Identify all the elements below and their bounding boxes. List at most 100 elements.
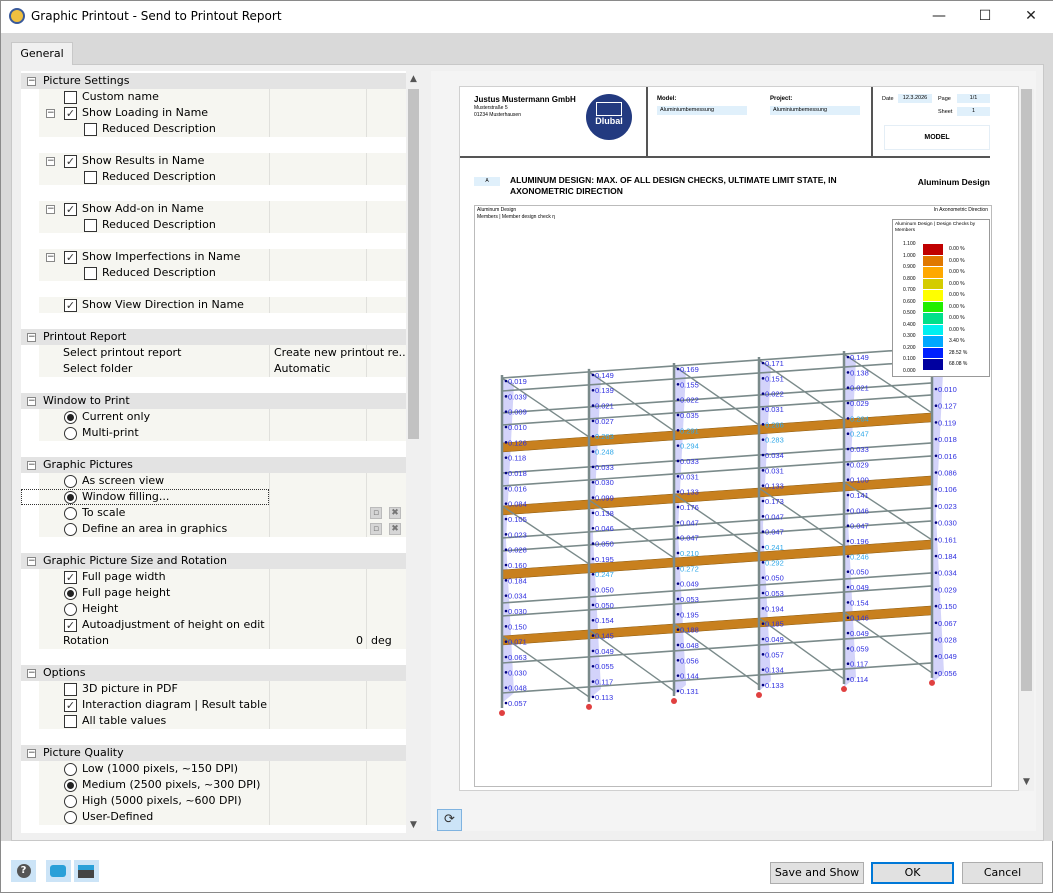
preview-scroll-thumb[interactable]: [1021, 89, 1032, 691]
radio[interactable]: [64, 795, 77, 808]
tree-row[interactable]: Custom name: [21, 89, 406, 105]
collapse-icon[interactable]: −: [27, 556, 36, 566]
tree-row[interactable]: Height: [21, 601, 406, 617]
checkbox-checked[interactable]: ✓: [64, 699, 77, 712]
checkbox[interactable]: [84, 267, 97, 280]
tab-general[interactable]: General: [11, 42, 73, 65]
send-to-report-button[interactable]: [46, 860, 71, 882]
tree-row[interactable]: Define an area in graphics ▫ ✖: [21, 521, 406, 537]
checkbox-checked[interactable]: ✓: [64, 299, 77, 312]
checkbox[interactable]: [84, 123, 97, 136]
collapse-icon[interactable]: −: [46, 108, 55, 118]
property-value[interactable]: Automatic: [274, 362, 331, 375]
radio[interactable]: [64, 475, 77, 488]
minimize-button[interactable]: —: [932, 8, 946, 24]
tree-row[interactable]: All table values: [21, 713, 406, 729]
tree-row[interactable]: Reduced Description: [21, 121, 406, 137]
tree-row[interactable]: Window filling...: [21, 489, 406, 505]
tree-row[interactable]: High (5000 pixels, ~600 DPI): [21, 793, 406, 809]
tree-row[interactable]: Reduced Description: [21, 265, 406, 281]
checkbox-checked[interactable]: ✓: [64, 251, 77, 264]
checkbox-checked[interactable]: ✓: [64, 619, 77, 632]
scroll-down-icon[interactable]: ▼: [410, 820, 417, 830]
radio-selected[interactable]: [64, 587, 77, 600]
radio-selected[interactable]: [64, 411, 77, 424]
pick-icon[interactable]: ▫: [370, 507, 382, 519]
collapse-icon[interactable]: −: [27, 668, 36, 678]
tree-scroll-thumb[interactable]: [408, 89, 419, 439]
collapse-icon[interactable]: −: [27, 460, 36, 470]
delete-icon[interactable]: ✖: [389, 507, 401, 519]
tree-row[interactable]: Current only: [21, 409, 406, 425]
collapse-icon[interactable]: −: [27, 748, 36, 758]
tree-row[interactable]: ✓ Autoadjustment of height on edit: [21, 617, 406, 633]
tree-row[interactable]: − ✓ Show Imperfections in Name: [21, 249, 406, 265]
checkbox-checked[interactable]: ✓: [64, 155, 77, 168]
member-value-label: 0.150: [938, 602, 957, 611]
close-button[interactable]: ✕: [1025, 8, 1037, 24]
checkbox[interactable]: [64, 683, 77, 696]
member-value-label: 0.195: [680, 610, 699, 619]
tree-row[interactable]: ✓ Interaction diagram | Result table: [21, 697, 406, 713]
pick-icon[interactable]: ▫: [370, 523, 382, 535]
radio[interactable]: [64, 523, 77, 536]
result-point: [676, 490, 680, 493]
rotation-value[interactable]: 0: [356, 634, 363, 647]
collapse-icon[interactable]: −: [27, 332, 36, 342]
tree-row[interactable]: − ✓ Show Results in Name: [21, 153, 406, 169]
radio[interactable]: [64, 763, 77, 776]
scroll-up-icon[interactable]: ▲: [410, 74, 417, 84]
tree-row[interactable]: As screen view: [21, 473, 406, 489]
tree-row[interactable]: Multi-print: [21, 425, 406, 441]
collapse-icon[interactable]: −: [46, 204, 55, 214]
ok-button[interactable]: OK: [871, 862, 954, 884]
tree-row[interactable]: Rotation 0 deg: [21, 633, 406, 649]
maximize-button[interactable]: ☐: [978, 8, 992, 24]
radio-selected[interactable]: [64, 491, 77, 504]
checkbox[interactable]: [84, 171, 97, 184]
radio[interactable]: [64, 507, 77, 520]
help-button[interactable]: ?: [11, 860, 36, 882]
collapse-icon[interactable]: −: [46, 156, 55, 166]
collapse-icon[interactable]: −: [27, 396, 36, 406]
tree-row[interactable]: To scale ▫ ✖: [21, 505, 406, 521]
checkbox-checked[interactable]: ✓: [64, 203, 77, 216]
radio-selected[interactable]: [64, 779, 77, 792]
cancel-button[interactable]: Cancel: [962, 862, 1043, 884]
delete-icon[interactable]: ✖: [389, 523, 401, 535]
collapse-icon[interactable]: −: [27, 76, 36, 86]
tree-row[interactable]: Select folder Automatic: [21, 361, 406, 377]
tree-row[interactable]: Low (1000 pixels, ~150 DPI): [21, 761, 406, 777]
tree-row[interactable]: Reduced Description: [21, 217, 406, 233]
tree-row[interactable]: ✓ Show View Direction in Name: [21, 297, 406, 313]
tree-row[interactable]: − ✓ Show Add-on in Name: [21, 201, 406, 217]
tree-row[interactable]: Medium (2500 pixels, ~300 DPI): [21, 777, 406, 793]
radio[interactable]: [64, 603, 77, 616]
radio[interactable]: [64, 811, 77, 824]
radio[interactable]: [64, 427, 77, 440]
tree-row[interactable]: Reduced Description: [21, 169, 406, 185]
save-to-report-button[interactable]: [74, 860, 99, 882]
checkbox-checked[interactable]: ✓: [64, 571, 77, 584]
preview-scrollbar[interactable]: ▼: [1019, 89, 1034, 791]
property-value[interactable]: Create new printout re...: [274, 346, 406, 359]
save-and-show-button[interactable]: Save and Show: [770, 862, 864, 884]
collapse-icon[interactable]: −: [46, 252, 55, 262]
legend-percent: 3.40 %: [949, 338, 965, 344]
checkbox[interactable]: [84, 219, 97, 232]
checkbox[interactable]: [64, 91, 77, 104]
tree-row[interactable]: Select printout report Create new printou…: [21, 345, 406, 361]
tree-row[interactable]: 3D picture in PDF: [21, 681, 406, 697]
scroll-down-icon[interactable]: ▼: [1023, 777, 1030, 787]
tree-scrollbar[interactable]: ▲ ▼: [406, 71, 421, 833]
tree-row[interactable]: User-Defined: [21, 809, 406, 825]
result-point: [934, 471, 938, 474]
tree-row[interactable]: ✓ Full page width: [21, 569, 406, 585]
member-value-label: 0.055: [595, 662, 614, 671]
tree-row[interactable]: − ✓ Show Loading in Name: [21, 105, 406, 121]
tree-row[interactable]: Full page height: [21, 585, 406, 601]
option-label: Reduced Description: [102, 266, 216, 279]
checkbox[interactable]: [64, 715, 77, 728]
checkbox-checked[interactable]: ✓: [64, 107, 77, 120]
refresh-preview-button[interactable]: ⟳: [437, 809, 462, 831]
